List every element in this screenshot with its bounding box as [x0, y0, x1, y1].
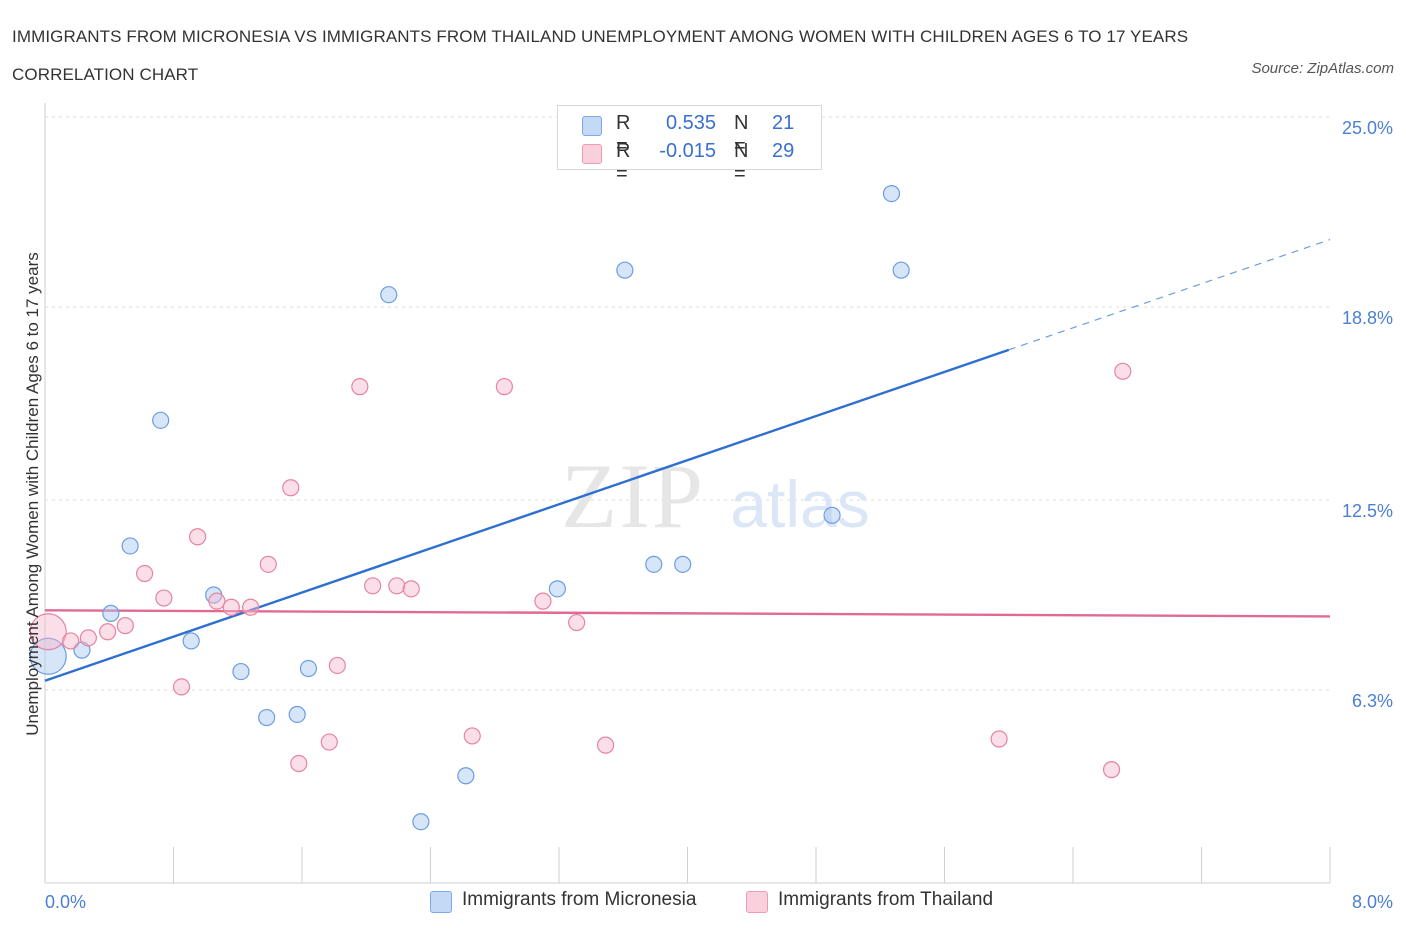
x-tick-label-max: 8.0% [1352, 892, 1393, 912]
series-label-thailand: Immigrants from Thailand [778, 889, 994, 910]
data-point-series-0 [258, 708, 276, 727]
data-point-series-1 [534, 592, 552, 610]
data-point-series-0 [892, 261, 910, 279]
data-point-series-1 [596, 736, 615, 754]
x-tick-label-min: 0.0% [45, 892, 86, 912]
data-point-series-0 [616, 261, 634, 279]
data-point-series-1 [402, 580, 420, 598]
legend-n-label: N = [734, 112, 749, 157]
trend-line-thailand [44, 609, 1331, 618]
data-point-series-1 [155, 589, 173, 607]
data-point-series-0 [674, 555, 692, 573]
y-tick-labels: 6.3% 12.5% 18.8% 25.0% [1342, 118, 1393, 711]
trend-lines [44, 238, 1331, 682]
data-points [29, 185, 1132, 831]
data-point-series-1 [222, 598, 240, 616]
axes [44, 103, 1331, 884]
data-point-series-1 [320, 733, 338, 751]
legend-n-label: N = [734, 140, 749, 185]
watermark-atlas: atlas [730, 467, 869, 541]
data-point-series-0 [182, 632, 200, 650]
series-swatch-micronesia [430, 891, 452, 913]
data-point-series-0 [288, 705, 306, 724]
data-point-series-1 [463, 727, 481, 745]
data-point-series-1 [242, 598, 260, 616]
data-point-series-0 [457, 767, 475, 785]
legend-r-value: 0.535 [665, 112, 716, 134]
data-point-series-0 [645, 555, 663, 573]
legend-swatch-thailand [582, 144, 602, 164]
data-point-series-1 [62, 632, 80, 650]
y-tick-label: 18.8% [1342, 308, 1393, 328]
data-point-series-1 [208, 592, 226, 610]
data-point-series-0 [823, 506, 841, 524]
data-point-series-1 [1102, 761, 1121, 779]
x-tick-labels: 0.0% 8.0% [45, 892, 1393, 912]
watermark: ZIP atlas [561, 445, 870, 547]
y-tick-label: 6.3% [1352, 691, 1393, 711]
legend-swatch-micronesia [582, 116, 602, 136]
data-point-series-0 [548, 580, 566, 598]
data-point-series-1 [364, 577, 382, 595]
data-point-series-1 [1114, 362, 1132, 380]
y-tick-label: 25.0% [1342, 118, 1393, 138]
data-point-series-0 [232, 662, 250, 681]
data-point-series-1 [172, 678, 191, 696]
data-point-series-1 [568, 613, 586, 632]
data-point-series-1 [259, 555, 277, 573]
legend-r-value: -0.015 [659, 140, 716, 162]
data-point-series-1 [990, 730, 1008, 748]
data-point-series-0 [380, 286, 398, 304]
series-swatch-thailand [746, 891, 768, 913]
data-point-series-0 [152, 411, 170, 429]
series-label-micronesia: Immigrants from Micronesia [462, 889, 697, 910]
source-label: Source: ZipAtlas.com [1251, 60, 1394, 77]
data-point-series-1 [290, 754, 308, 773]
legend-n-value: 29 [772, 140, 795, 162]
data-point-series-1 [135, 564, 154, 583]
data-point-series-1 [79, 629, 97, 647]
data-point-series-0 [121, 537, 139, 555]
data-point-series-1 [188, 528, 207, 546]
data-point-series-0 [882, 185, 901, 203]
trend-line-micronesia-extension [1008, 238, 1331, 351]
y-axis-label: Unemployment Among Women with Children A… [23, 252, 42, 736]
data-point-series-0 [412, 813, 430, 831]
data-point-series-1 [99, 623, 117, 641]
data-point-series-1 [351, 378, 369, 396]
legend-n-value: 21 [772, 112, 795, 134]
data-point-series-0 [102, 604, 120, 622]
correlation-legend: R = 0.535 N = 21 R = -0.015 N = 29 [557, 105, 822, 185]
chart-title: IMMIGRANTS FROM MICRONESIA VS IMMIGRANTS… [12, 27, 1189, 84]
y-tick-label: 12.5% [1342, 501, 1393, 521]
data-point-series-1 [116, 617, 134, 635]
data-point-series-1 [282, 479, 300, 497]
data-point-series-1 [388, 577, 406, 595]
legend-r-label: R = [616, 140, 631, 185]
trend-line-micronesia [44, 348, 1010, 682]
data-point-series-1 [328, 656, 346, 675]
legend-r-label: R = [616, 112, 631, 157]
data-point-series-0 [299, 659, 318, 678]
data-point-series-1 [29, 613, 67, 651]
data-point-series-1 [495, 378, 513, 396]
